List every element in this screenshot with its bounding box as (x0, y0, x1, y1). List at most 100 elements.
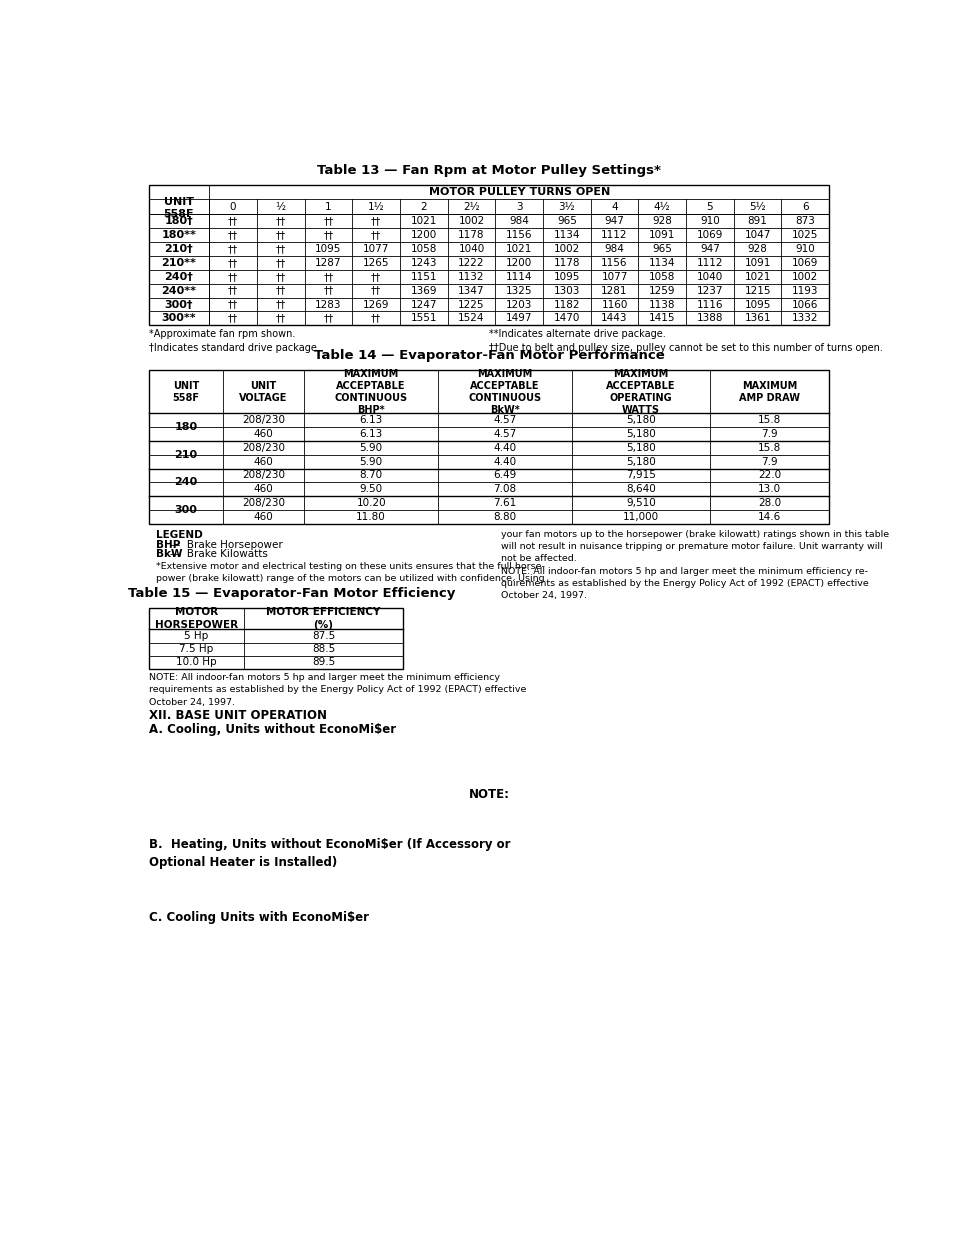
Text: 984: 984 (509, 216, 529, 226)
Text: NOTE: All indoor-fan motors 5 hp and larger meet the minimum efficiency
requirem: NOTE: All indoor-fan motors 5 hp and lar… (149, 673, 525, 706)
Text: ††: †† (371, 272, 381, 282)
Text: ††: †† (323, 230, 334, 241)
Text: *Approximate fan rpm shown.
†Indicates standard drive package.: *Approximate fan rpm shown. †Indicates s… (149, 330, 319, 353)
Text: 1151: 1151 (410, 272, 436, 282)
Text: 460: 460 (253, 457, 274, 467)
Text: 1347: 1347 (457, 285, 484, 295)
Text: 7.5 Hp: 7.5 Hp (179, 645, 213, 655)
Text: 1265: 1265 (362, 258, 389, 268)
Text: 0: 0 (230, 201, 236, 211)
Text: 984: 984 (604, 245, 624, 254)
Text: 928: 928 (652, 216, 672, 226)
Text: 4.57: 4.57 (493, 429, 517, 438)
Text: 1138: 1138 (648, 300, 675, 310)
Text: 910: 910 (700, 216, 720, 226)
Text: 1095: 1095 (314, 245, 341, 254)
Text: 965: 965 (557, 216, 577, 226)
Text: ††: †† (371, 314, 381, 324)
Text: 1040: 1040 (696, 272, 722, 282)
Text: 7,915: 7,915 (625, 471, 655, 480)
Text: 1524: 1524 (457, 314, 484, 324)
Text: 460: 460 (253, 429, 274, 438)
Text: MAXIMUM
AMP DRAW: MAXIMUM AMP DRAW (738, 380, 799, 403)
Text: ††: †† (323, 285, 334, 295)
Text: 1002: 1002 (791, 272, 818, 282)
Text: 1332: 1332 (791, 314, 818, 324)
Text: 240: 240 (174, 478, 197, 488)
Text: 11.80: 11.80 (355, 513, 386, 522)
Text: 1283: 1283 (314, 300, 341, 310)
Text: 1160: 1160 (600, 300, 627, 310)
Text: 208/230: 208/230 (242, 442, 285, 453)
Text: ††: †† (275, 230, 286, 241)
Text: 1091: 1091 (743, 258, 770, 268)
Text: 1156: 1156 (600, 258, 627, 268)
Text: 1215: 1215 (743, 285, 770, 295)
Text: 1361: 1361 (743, 314, 770, 324)
Text: 13.0: 13.0 (757, 484, 781, 494)
Text: 210†: 210† (164, 245, 193, 254)
Text: MOTOR EFFICIENCY
(%): MOTOR EFFICIENCY (%) (266, 608, 380, 630)
Bar (149, 608, 402, 668)
Text: 5,180: 5,180 (625, 457, 655, 467)
Text: 1095: 1095 (553, 272, 579, 282)
Text: 9,510: 9,510 (625, 498, 655, 508)
Text: 1200: 1200 (410, 230, 436, 241)
Text: 910: 910 (795, 245, 814, 254)
Text: 1222: 1222 (457, 258, 484, 268)
Text: 1269: 1269 (362, 300, 389, 310)
Text: 1091: 1091 (648, 230, 675, 241)
Text: 1325: 1325 (505, 285, 532, 295)
Text: 7.61: 7.61 (493, 498, 517, 508)
Text: ††: †† (228, 245, 238, 254)
Text: 8,640: 8,640 (625, 484, 655, 494)
Text: 1259: 1259 (648, 285, 675, 295)
Text: 1½: 1½ (367, 201, 384, 211)
Text: 5 Hp: 5 Hp (184, 631, 209, 641)
Text: ††: †† (275, 258, 286, 268)
Text: 89.5: 89.5 (312, 657, 335, 667)
Text: 240**: 240** (161, 285, 196, 295)
Text: 2½: 2½ (462, 201, 479, 211)
Text: 180**: 180** (161, 230, 196, 241)
Text: 3½: 3½ (558, 201, 575, 211)
Text: 1497: 1497 (505, 314, 532, 324)
Text: 300†: 300† (165, 300, 193, 310)
Text: 9.50: 9.50 (359, 484, 382, 494)
Text: MOTOR PULLEY TURNS OPEN: MOTOR PULLEY TURNS OPEN (428, 186, 609, 198)
Text: ††: †† (228, 272, 238, 282)
Text: 1243: 1243 (410, 258, 436, 268)
Text: 891: 891 (747, 216, 767, 226)
Text: 4½: 4½ (653, 201, 670, 211)
Text: ††: †† (275, 245, 286, 254)
Text: 5½: 5½ (748, 201, 765, 211)
Text: ††: †† (323, 314, 334, 324)
Text: 1237: 1237 (696, 285, 722, 295)
Text: 1058: 1058 (410, 245, 436, 254)
Text: 22.0: 22.0 (757, 471, 781, 480)
Text: 1200: 1200 (505, 258, 532, 268)
Text: 5.90: 5.90 (359, 457, 382, 467)
Text: 28.0: 28.0 (757, 498, 781, 508)
Text: 1047: 1047 (743, 230, 770, 241)
Text: 2: 2 (420, 201, 427, 211)
Text: 240†: 240† (164, 272, 193, 282)
Text: 210: 210 (174, 450, 197, 459)
Text: 10.20: 10.20 (356, 498, 386, 508)
Text: 6.13: 6.13 (359, 429, 382, 438)
Text: 5,180: 5,180 (625, 442, 655, 453)
Text: MAXIMUM
ACCEPTABLE
OPERATING
WATTS: MAXIMUM ACCEPTABLE OPERATING WATTS (605, 368, 675, 415)
Text: 1069: 1069 (696, 230, 722, 241)
Text: A. Cooling, Units without EconoMi$er: A. Cooling, Units without EconoMi$er (149, 722, 395, 736)
Text: 1077: 1077 (600, 272, 627, 282)
Text: 1077: 1077 (362, 245, 389, 254)
Text: ††: †† (371, 285, 381, 295)
Text: 1303: 1303 (553, 285, 579, 295)
Text: 1025: 1025 (791, 230, 818, 241)
Text: ††: †† (275, 300, 286, 310)
Text: ††: †† (228, 258, 238, 268)
Text: MOTOR
HORSEPOWER: MOTOR HORSEPOWER (154, 608, 237, 630)
Text: ††: †† (275, 285, 286, 295)
Text: 300: 300 (174, 505, 197, 515)
Text: 5,180: 5,180 (625, 415, 655, 425)
